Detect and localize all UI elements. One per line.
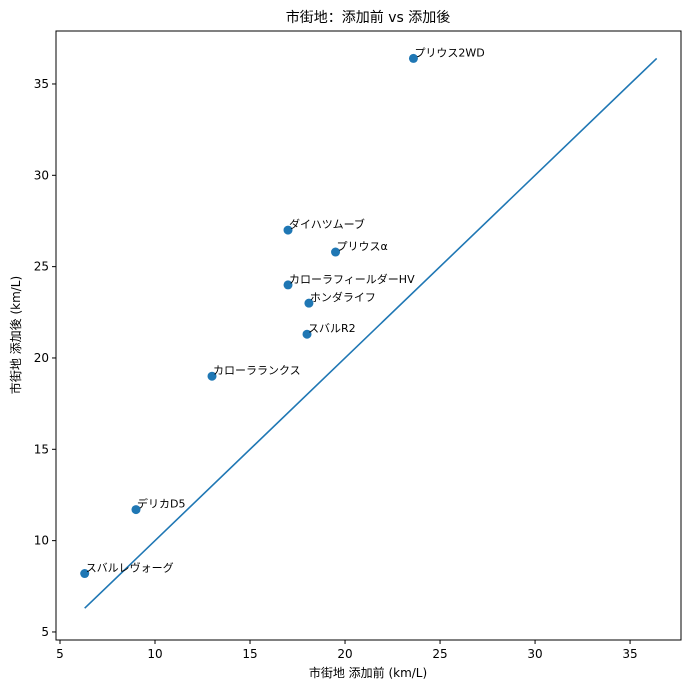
point-annotation: ホンダライフ xyxy=(310,290,376,304)
data-point xyxy=(302,329,312,339)
x-tick-label: 15 xyxy=(242,647,257,661)
point-annotation: プリウス2WD xyxy=(414,46,484,59)
y-tick-label: 30 xyxy=(34,168,49,182)
data-point xyxy=(283,280,293,290)
y-tick-label: 10 xyxy=(34,534,49,548)
x-tick-label: 20 xyxy=(337,647,352,661)
point-annotation: カローラフィールダーHV xyxy=(289,272,415,286)
y-tick-label: 15 xyxy=(34,442,49,456)
chart-title: 市街地：添加前 vs 添加後 xyxy=(286,9,450,26)
data-point xyxy=(408,53,418,63)
reference-line xyxy=(84,57,658,609)
y-tick-label: 5 xyxy=(41,625,49,639)
point-annotation: ダイハツムーブ xyxy=(289,217,365,231)
data-point xyxy=(80,569,90,579)
x-tick-label: 25 xyxy=(432,647,447,661)
data-point xyxy=(131,505,141,515)
data-point xyxy=(207,371,217,381)
x-axis-label: 市街地 添加前 (km/L) xyxy=(309,665,427,680)
point-annotation: カローラランクス xyxy=(213,364,301,377)
data-point xyxy=(304,298,314,308)
y-tick-label: 20 xyxy=(34,351,49,365)
x-tick-label: 10 xyxy=(147,647,162,661)
x-axis-ticks: 5 10 15 20 25 30 35 xyxy=(56,640,638,661)
y-axis-label: 市街地 添加後 (km/L) xyxy=(8,276,23,394)
point-annotation: プリウスα xyxy=(337,240,388,253)
x-tick-label: 35 xyxy=(622,647,637,661)
data-point xyxy=(283,225,293,235)
y-axis-ticks: 5 10 15 20 25 30 35 xyxy=(34,77,56,639)
data-point xyxy=(331,247,341,257)
y-tick-label: 25 xyxy=(34,260,49,274)
point-annotation: スバルR2 xyxy=(308,322,356,335)
point-annotation: スバルレヴォーグ xyxy=(86,561,174,575)
plot-area: プリウス2WDダイハツムーブプリウスαカローラフィールダーHVホンダライフスバル… xyxy=(80,46,658,609)
axes-frame xyxy=(55,30,682,641)
x-tick-label: 5 xyxy=(56,647,64,661)
x-tick-label: 30 xyxy=(527,647,542,661)
y-tick-label: 35 xyxy=(34,77,49,91)
point-annotation: デリカD5 xyxy=(137,497,185,511)
